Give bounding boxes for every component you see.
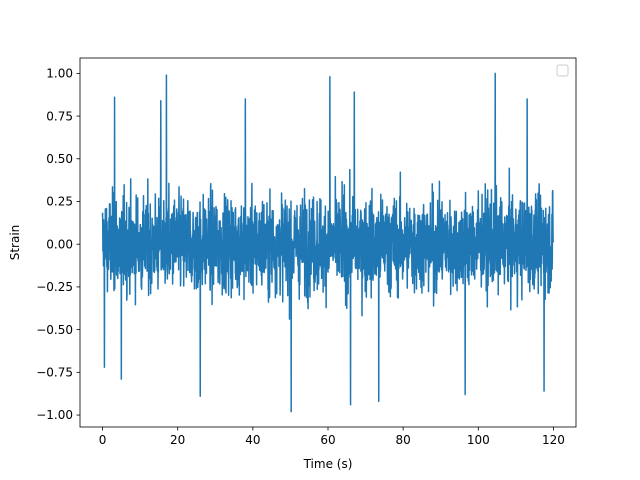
x-tick-label: 40 — [245, 433, 260, 447]
axes-frame — [79, 57, 577, 428]
x-axis: 0 20 40 60 80 100 120 — [99, 427, 565, 447]
x-tick-label: 20 — [170, 433, 185, 447]
strain-series-line — [101, 72, 555, 413]
x-tick-label: 120 — [542, 433, 565, 447]
y-tick-label: −0.25 — [36, 280, 73, 294]
x-tick-label: 60 — [320, 433, 335, 447]
x-tick-label: 100 — [467, 433, 490, 447]
y-tick-label: 0.00 — [46, 237, 73, 251]
x-axis-label: Time (s) — [303, 457, 353, 471]
y-axis: −1.00 −0.75 −0.50 −0.25 0.00 0.25 0.50 0.75 1.00 — [36, 67, 80, 422]
y-tick-label: −0.75 — [36, 366, 73, 380]
y-tick-label: −0.50 — [36, 323, 73, 337]
plot-area — [101, 72, 555, 413]
y-tick-label: 0.75 — [46, 109, 73, 123]
legend[interactable] — [556, 64, 569, 77]
x-tick-label: 0 — [99, 433, 107, 447]
y-tick-label: −1.00 — [36, 408, 73, 422]
y-tick-label: 1.00 — [46, 67, 73, 81]
y-tick-label: 0.50 — [46, 152, 73, 166]
y-axis-label: Strain — [8, 225, 22, 261]
y-tick-label: 0.25 — [46, 195, 73, 209]
x-tick-label: 80 — [396, 433, 411, 447]
